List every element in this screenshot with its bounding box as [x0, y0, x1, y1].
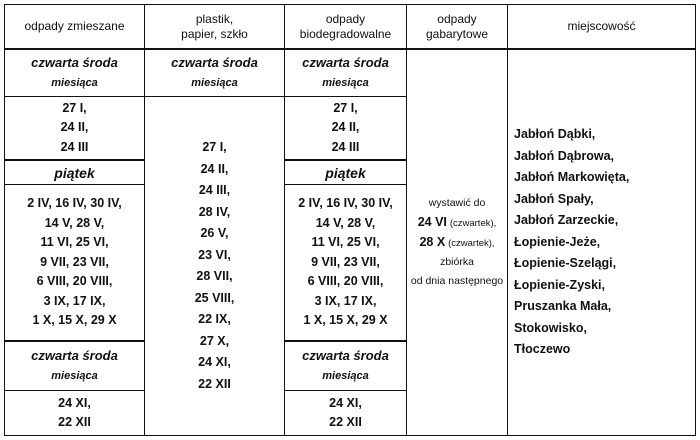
- date-item: 28 IV,: [198, 204, 231, 219]
- label-line: miesiąca: [322, 77, 369, 89]
- dates-friday: 2 IV, 16 IV, 30 IV, 14 V, 28 V, 11 VI, 2…: [285, 184, 406, 340]
- header-biodegradable: odpady biodegradowalne: [285, 5, 406, 50]
- info-line: 28 X (czwartek),: [419, 233, 494, 253]
- info-line: wystawić do: [428, 197, 486, 209]
- column-locality: miejscowość Jabłoń Dąbki, Jabłoń Dąbrowa…: [508, 5, 695, 435]
- date-item: 24 III: [331, 139, 360, 154]
- header-plastic-paper-glass: plastik, papier, szkło: [145, 5, 284, 50]
- date-item: 11 VI, 25 VI,: [40, 235, 109, 250]
- date-item: 22 IX,: [198, 312, 231, 326]
- dates-last: 24 XI, 22 XII: [5, 390, 144, 435]
- date-item: 28 VII,: [196, 269, 233, 283]
- locality-item: Jabłoń Zarzeckie,: [514, 213, 619, 228]
- locality-item: Jabłoń Spały,: [514, 191, 594, 206]
- locality-item: Łopienie-Zyski,: [514, 277, 605, 292]
- date-item: 24 VI: [417, 215, 447, 229]
- date-item: 1 X, 15 X, 29 X: [303, 313, 388, 328]
- dates-last: 24 XI, 22 XII: [285, 390, 406, 435]
- locality-item: Jabłoń Markowięta,: [514, 170, 630, 185]
- date-item: 1 X, 15 X, 29 X: [32, 313, 117, 328]
- date-item: 27 I,: [202, 140, 227, 154]
- locality-list: Jabłoń Dąbki, Jabłoń Dąbrowa, Jabłoń Mar…: [508, 50, 695, 435]
- date-item: 2 IV, 16 IV, 30 IV,: [298, 196, 393, 211]
- date-item: 24 II,: [200, 161, 229, 176]
- date-item: 14 V, 28 V,: [315, 215, 376, 230]
- date-item: 22 XII: [329, 415, 362, 429]
- label-line: miesiąca: [191, 77, 238, 89]
- locality-item: Jabłoń Dąbki,: [514, 127, 596, 142]
- date-item: 6 VIII, 20 VIII,: [36, 274, 113, 289]
- date-item: 28 X: [419, 235, 446, 249]
- date-note: (czwartek),: [449, 218, 497, 229]
- date-item: 14 V, 28 V,: [44, 215, 105, 230]
- label-line: czwarta środa: [302, 55, 389, 70]
- label-line: czwarta środa: [31, 55, 118, 70]
- date-item: 24 XI,: [58, 395, 91, 410]
- date-item: 3 IX, 17 IX,: [43, 293, 106, 308]
- date-item: 3 IX, 17 IX,: [314, 293, 377, 308]
- locality-item: Pruszanka Mała,: [514, 299, 612, 314]
- schedule-label-wednesday: czwarta środa miesiąca: [5, 50, 144, 96]
- dates-plastic: 27 I, 24 II, 24 III, 28 IV, 26 V, 23 VI,…: [145, 96, 284, 435]
- date-item: 27 I,: [333, 100, 358, 115]
- date-item: 23 VI,: [198, 247, 231, 262]
- schedule-label-wednesday: czwarta środa miesiąca: [285, 50, 406, 96]
- date-item: 24 XI,: [198, 355, 231, 369]
- header-locality: miejscowość: [508, 5, 695, 50]
- info-line: zbiórka: [440, 256, 474, 268]
- info-line: od dnia następnego: [410, 275, 504, 287]
- date-item: 2 IV, 16 IV, 30 IV,: [27, 196, 122, 211]
- label-line: czwarta środa: [302, 348, 389, 363]
- column-biodegradable: odpady biodegradowalne czwarta środa mie…: [285, 5, 407, 435]
- label-line: piątek: [54, 164, 95, 181]
- header-mixed-waste: odpady zmieszane: [5, 5, 144, 50]
- header-bulky-waste: odpady gabarytowe: [407, 5, 507, 50]
- locality-item: Łopienie-Jeże,: [514, 234, 601, 249]
- date-item: 24 II,: [331, 120, 360, 135]
- date-item: 25 VIII,: [194, 290, 235, 305]
- label-line: miesiąca: [51, 370, 98, 382]
- date-item: 11 VI, 25 VI,: [311, 235, 380, 250]
- date-item: 6 VIII, 20 VIII,: [307, 274, 384, 289]
- date-item: 24 III,: [198, 183, 231, 197]
- locality-item: Stokowisko,: [514, 320, 587, 335]
- date-note: (czwartek),: [448, 238, 495, 249]
- label-line: czwarta środa: [171, 55, 258, 70]
- schedule-label-friday: piątek: [5, 159, 144, 184]
- locality-item: Tłoczewo: [514, 342, 571, 357]
- date-item: 24 II,: [60, 120, 89, 135]
- label-line: miesiąca: [51, 77, 98, 89]
- locality-item: Jabłoń Dąbrowa,: [514, 148, 615, 163]
- date-item: 27 X,: [199, 333, 230, 348]
- label-line: miesiąca: [322, 370, 369, 382]
- column-plastic-paper-glass: plastik, papier, szkło czwarta środa mie…: [145, 5, 285, 435]
- dates-first: 27 I, 24 II, 24 III: [285, 96, 406, 159]
- date-item: 9 VII, 23 VII,: [40, 254, 109, 269]
- column-bulky-waste: odpady gabarytowe wystawić do 24 VI (czw…: [407, 5, 508, 435]
- column-mixed-waste: odpady zmieszane czwarta środa miesiąca …: [5, 5, 145, 435]
- date-item: 26 V,: [200, 226, 229, 240]
- dates-friday: 2 IV, 16 IV, 30 IV, 14 V, 28 V, 11 VI, 2…: [5, 184, 144, 340]
- date-item: 24 XI,: [329, 395, 362, 410]
- schedule-label-friday: piątek: [285, 159, 406, 184]
- label-line: piątek: [325, 164, 366, 181]
- info-line: 24 VI (czwartek),: [418, 213, 497, 233]
- date-item: 24 III: [60, 139, 89, 154]
- schedule-label-wednesday-2: czwarta środa miesiąca: [285, 340, 406, 390]
- date-item: 9 VII, 23 VII,: [311, 254, 380, 269]
- locality-item: Łopienie-Szelągi,: [514, 256, 617, 271]
- label-line: czwarta środa: [31, 348, 118, 363]
- bulky-waste-info: wystawić do 24 VI (czwartek), 28 X (czwa…: [407, 50, 507, 435]
- date-item: 27 I,: [62, 100, 87, 115]
- date-item: 22 XII: [58, 415, 91, 429]
- date-item: 22 XII: [198, 376, 231, 391]
- schedule-label-wednesday: czwarta środa miesiąca: [145, 50, 284, 96]
- schedule-table: odpady zmieszane czwarta środa miesiąca …: [4, 4, 696, 436]
- schedule-label-wednesday-2: czwarta środa miesiąca: [5, 340, 144, 390]
- dates-first: 27 I, 24 II, 24 III: [5, 96, 144, 159]
